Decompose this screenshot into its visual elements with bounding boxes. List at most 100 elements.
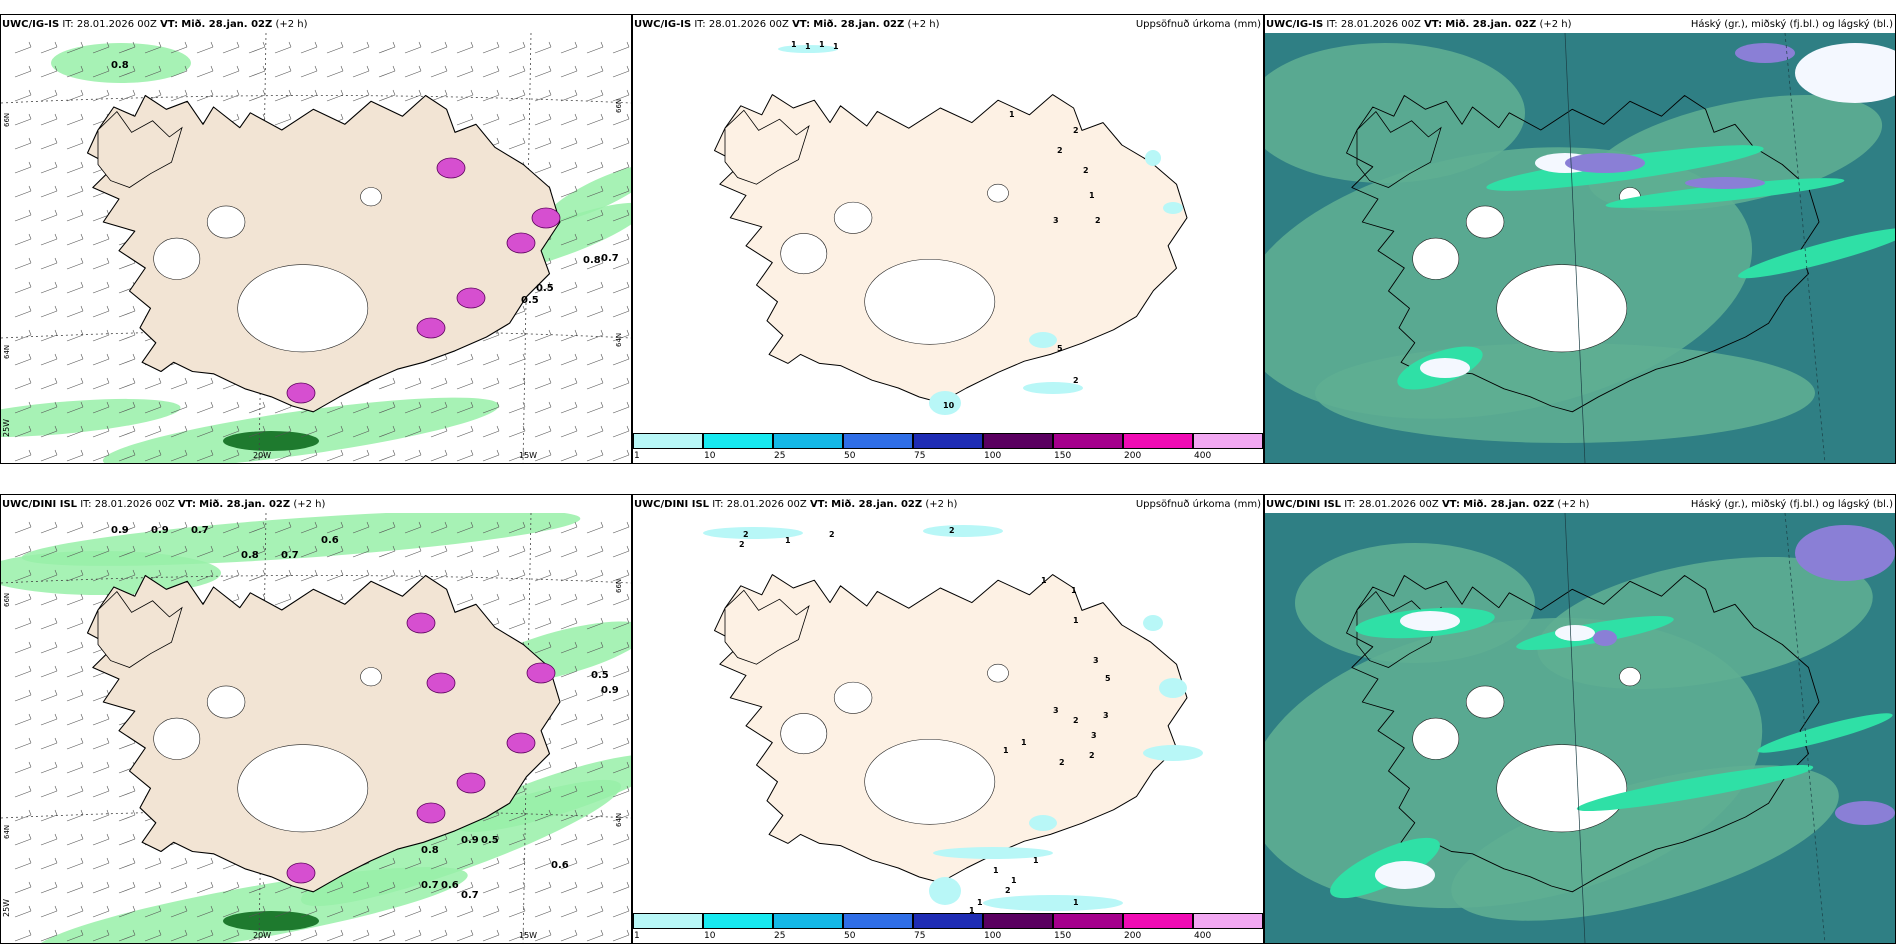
panel-variable-title: Uppsöfnuð úrkoma (mm) <box>1135 19 1261 30</box>
panel-title: UWC/IG-IS IT: 28.01.2026 00Z VT: Mið. 28… <box>2 19 308 30</box>
precip-value-label: 3 <box>1103 711 1109 720</box>
cloud-map-panel-bottom: UWC/DINI ISL IT: 28.01.2026 00Z VT: Mið.… <box>1264 494 1896 944</box>
precip-area <box>1029 332 1057 348</box>
colorbar-tick-label: 10 <box>704 931 716 941</box>
strong-wind-core <box>223 431 319 451</box>
precip-cell <box>436 157 466 179</box>
wind-value-label: 0.8 <box>421 845 439 856</box>
wind-value-label: 0.9 <box>151 525 169 536</box>
precip-value-label: 1 <box>805 42 811 51</box>
precip-value-label: 1 <box>1089 191 1095 200</box>
colorbar-swatch <box>1123 433 1193 449</box>
colorbar-swatch <box>913 433 983 449</box>
precip-cell <box>406 612 436 634</box>
wind-value-label: 0.9 <box>111 525 129 536</box>
colorbar-tick-label: 50 <box>844 451 856 461</box>
colorbar-tick-label: 25 <box>774 451 786 461</box>
colorbar-tick-label: 200 <box>1124 931 1142 941</box>
precip-value-label: 1 <box>1071 586 1077 595</box>
colorbar-tick-label: 25 <box>774 931 786 941</box>
panel-title: UWC/IG-IS IT: 28.01.2026 00Z VT: Mið. 28… <box>634 19 940 30</box>
wind-value-label: 0.9 <box>461 835 479 846</box>
precip-area <box>929 877 961 905</box>
colorbar-tick-label: 150 <box>1054 451 1072 461</box>
precip-value-label: 2 <box>1083 166 1089 175</box>
lat-label: 64N <box>615 333 623 347</box>
colorbar-tick-label: 1 <box>634 451 640 461</box>
wind-value-label: 0.7 <box>461 890 479 901</box>
precip-map-panel-top: UWC/IG-IS IT: 28.01.2026 00Z VT: Mið. 28… <box>632 14 1264 464</box>
precip-value-label: 1 <box>1073 616 1079 625</box>
lon-label: 20W <box>253 451 271 460</box>
precip-value-label: 2 <box>1073 376 1079 385</box>
wind-value-label: 0.5 <box>591 670 609 681</box>
colorbar-swatch <box>983 433 1053 449</box>
precip-value-label: 5 <box>1105 674 1111 683</box>
wind-value-label: 0.8 <box>241 550 259 561</box>
panel-title: UWC/DINI ISL IT: 28.01.2026 00Z VT: Mið.… <box>634 499 958 510</box>
high-cloud-area <box>1795 525 1895 581</box>
high-cloud-area <box>1593 630 1617 646</box>
precip-colorbar: 1 10 25 50 75 100 150 200 400 <box>633 433 1263 463</box>
precip-cell <box>526 662 556 684</box>
high-cloud-area <box>1375 861 1435 889</box>
wind-value-label: 0.6 <box>441 880 459 891</box>
precip-area <box>1029 815 1057 831</box>
colorbar-swatch <box>843 433 913 449</box>
precip-value-label: 1 <box>1003 746 1009 755</box>
colorbar-swatch <box>773 913 843 929</box>
wind-value-label: 0.9 <box>601 685 619 696</box>
precip-cell <box>286 382 316 404</box>
precip-area <box>1145 150 1161 166</box>
precip-value-label: 2 <box>1059 758 1065 767</box>
precip-value-label: 3 <box>1093 656 1099 665</box>
panel-title: UWC/DINI ISL IT: 28.01.2026 00Z VT: Mið.… <box>2 499 326 510</box>
colorbar-swatch <box>773 433 843 449</box>
colorbar-tick-label: 75 <box>914 451 926 461</box>
colorbar-tick-label: 50 <box>844 931 856 941</box>
precip-cell <box>286 862 316 884</box>
high-cloud-area <box>1835 801 1895 825</box>
precip-value-label: 3 <box>1053 216 1059 225</box>
precip-value-label: 1 <box>785 536 791 545</box>
precip-value-label: 2 <box>1095 216 1101 225</box>
wind-speed-band <box>546 164 631 222</box>
colorbar-tick-label: 150 <box>1054 931 1072 941</box>
cloud-map <box>1265 33 1895 463</box>
wind-value-label: 0.7 <box>191 525 209 536</box>
high-cloud-area <box>1420 358 1470 378</box>
precip-value-label: 3 <box>1053 706 1059 715</box>
high-cloud-area <box>1735 43 1795 63</box>
precip-value-label: 1 <box>969 906 975 915</box>
colorbar-tick-label: 1 <box>634 931 640 941</box>
colorbar-swatch <box>633 913 703 929</box>
colorbar-tick-label: 400 <box>1194 931 1212 941</box>
precip-value-label: 1 <box>1021 738 1027 747</box>
precip-value-label: 1 <box>833 42 839 51</box>
wind-value-label: 0.6 <box>551 860 569 871</box>
precip-area <box>1159 678 1187 698</box>
wind-value-label: 0.8 <box>111 60 129 71</box>
mid-cloud-area <box>1451 765 1839 921</box>
lon-label: 15W <box>519 931 537 940</box>
lon-label: 20W <box>253 931 271 940</box>
colorbar-swatch <box>633 433 703 449</box>
precip-area <box>1023 382 1083 394</box>
precip-area <box>1143 615 1163 631</box>
wind-map-panel-top: UWC/IG-IS IT: 28.01.2026 00Z VT: Mið. 28… <box>0 14 632 464</box>
precip-value-label: 1 <box>819 40 825 49</box>
precip-area <box>778 45 838 53</box>
wind-value-label: 0.7 <box>281 550 299 561</box>
precip-value-label: 2 <box>1073 716 1079 725</box>
lat-label: 64N <box>3 825 11 839</box>
cloud-map-panel-top: UWC/IG-IS IT: 28.01.2026 00Z VT: Mið. 28… <box>1264 14 1896 464</box>
precip-area <box>1143 745 1203 761</box>
cloud-band <box>1605 178 1845 208</box>
lat-label: 66N <box>3 593 11 607</box>
precip-value-label: 1 <box>1073 898 1079 907</box>
precip-value-label: 1 <box>993 866 999 875</box>
high-cloud-area <box>1685 177 1765 189</box>
precip-value-label: 2 <box>739 540 745 549</box>
wind-value-label: 0.5 <box>521 295 539 306</box>
